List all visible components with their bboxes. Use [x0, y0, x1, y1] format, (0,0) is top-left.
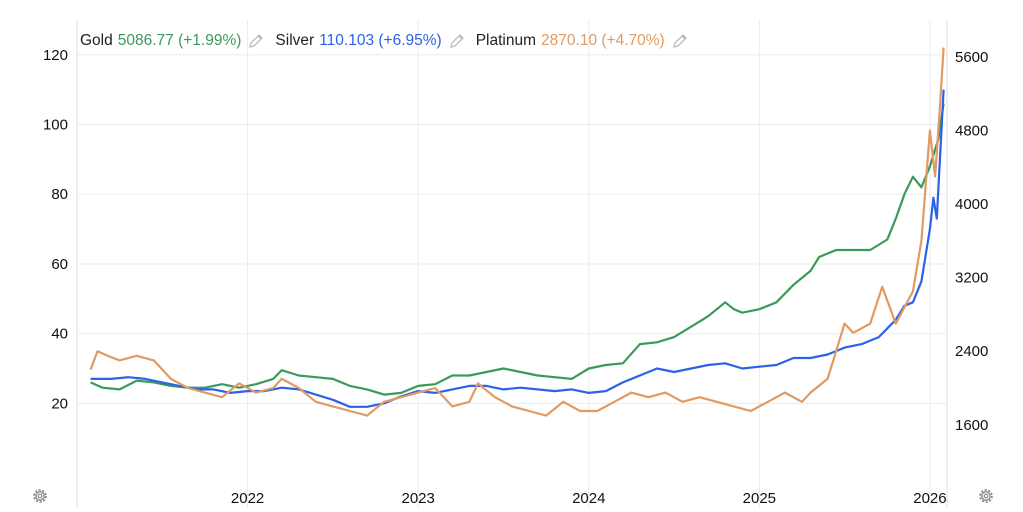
right-tick-label: 5600: [955, 49, 988, 66]
legend-platinum-name: Platinum: [475, 32, 537, 49]
legend-platinum-change: (+4.70%): [601, 32, 665, 49]
left-tick-label: 120: [43, 47, 68, 64]
legend-silver-value: 110.103: [319, 32, 375, 49]
left-tick-label: 20: [51, 395, 68, 412]
series-line-platinum: [89, 47, 945, 417]
legend-silver-name: Silver: [275, 32, 315, 49]
pencil-icon[interactable]: [671, 32, 689, 50]
legend-gold-name: Gold: [80, 32, 113, 49]
legend-silver-change: (+6.95%): [378, 32, 442, 49]
pencil-icon[interactable]: [247, 32, 265, 50]
left-tick-label: 60: [51, 256, 68, 273]
axis-ticks: 20 40 60 80 100 120 1600 2400 3200 4000 4800 5600 20…: [43, 47, 988, 507]
x-tick-label: 2022: [231, 490, 264, 507]
left-tick-label: 100: [43, 117, 68, 134]
x-tick-label: 2024: [572, 490, 605, 507]
gear-icon[interactable]: [30, 486, 50, 506]
series-lines: [89, 47, 945, 417]
left-tick-label: 40: [51, 326, 68, 343]
gear-icon[interactable]: [976, 486, 996, 506]
right-tick-label: 3200: [955, 270, 988, 287]
legend-item-gold[interactable]: Gold 5086.77 (+1.99%): [80, 32, 265, 50]
legend: Gold 5086.77 (+1.99%) Silver 110.103 (+6…: [80, 32, 699, 50]
series-line-gold: [90, 103, 945, 396]
x-tick-label: 2026: [913, 490, 946, 507]
series-line-silver: [90, 89, 945, 408]
right-tick-label: 4000: [955, 196, 988, 213]
right-tick-label: 4800: [955, 122, 988, 139]
legend-item-silver[interactable]: Silver 110.103 (+6.95%): [275, 32, 465, 50]
pencil-icon[interactable]: [448, 32, 466, 50]
x-tick-label: 2023: [401, 490, 434, 507]
legend-item-platinum[interactable]: Platinum 2870.10 (+4.70%): [476, 32, 689, 50]
left-tick-label: 80: [51, 186, 68, 203]
legend-gold-value: 5086.77: [117, 32, 174, 49]
legend-platinum-value: 2870.10: [541, 32, 598, 49]
right-tick-label: 2400: [955, 343, 988, 360]
legend-gold-change: (+1.99%): [178, 32, 242, 49]
right-tick-label: 1600: [955, 417, 988, 434]
x-tick-label: 2025: [743, 490, 776, 507]
grid: [76, 20, 948, 508]
